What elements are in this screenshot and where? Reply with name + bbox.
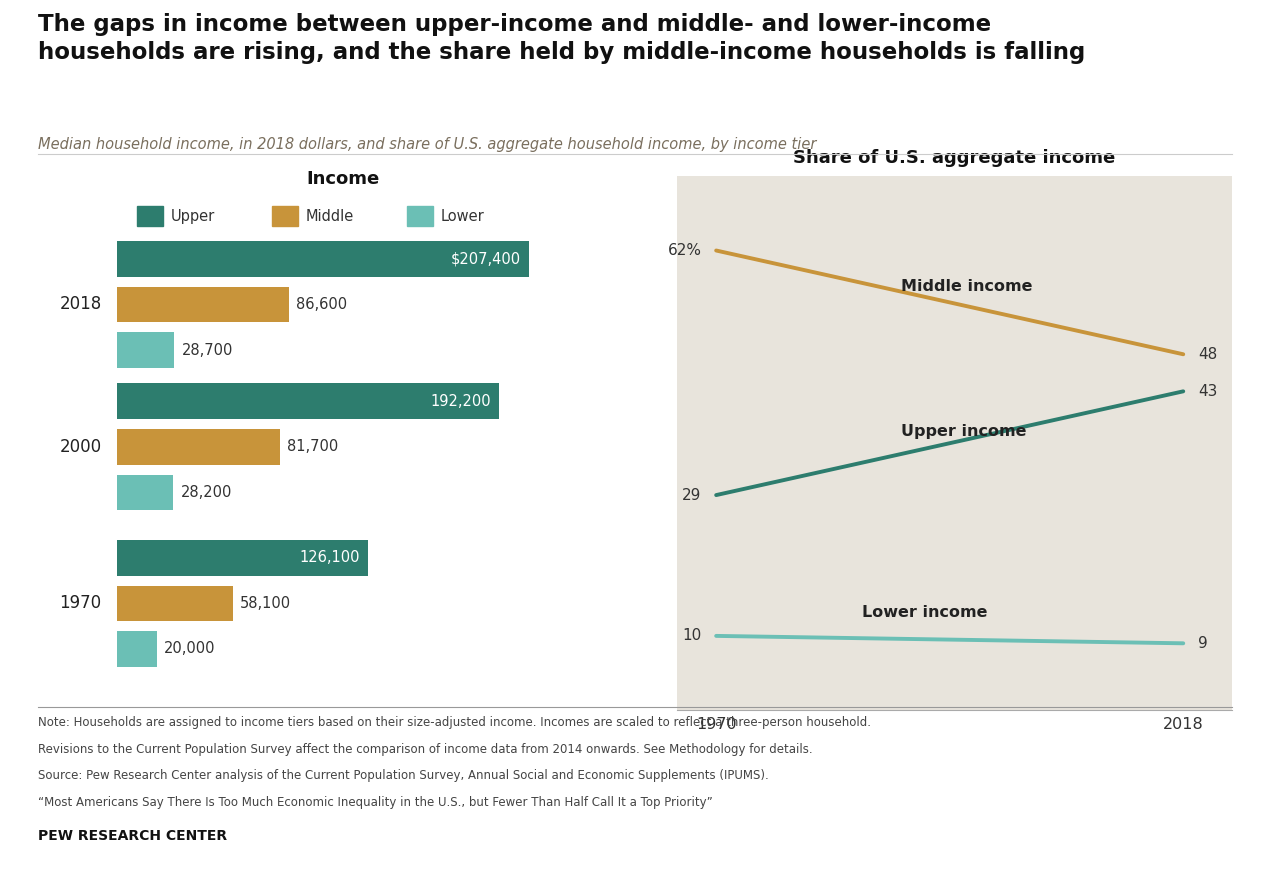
Bar xyxy=(118,586,232,621)
Text: 81,700: 81,700 xyxy=(287,439,338,454)
Bar xyxy=(118,540,368,576)
Text: 20,000: 20,000 xyxy=(164,641,216,656)
Text: “Most Americans Say There Is Too Much Economic Inequality in the U.S., but Fewer: “Most Americans Say There Is Too Much Ec… xyxy=(38,796,712,809)
Text: 86,600: 86,600 xyxy=(296,297,348,312)
Text: PEW RESEARCH CENTER: PEW RESEARCH CENTER xyxy=(38,829,227,843)
Text: Middle income: Middle income xyxy=(900,280,1033,295)
Text: Revisions to the Current Population Survey affect the comparison of income data : Revisions to the Current Population Surv… xyxy=(38,743,813,756)
FancyBboxPatch shape xyxy=(137,206,163,226)
Text: 28,200: 28,200 xyxy=(180,485,231,500)
Text: 10: 10 xyxy=(682,628,701,643)
Text: 2000: 2000 xyxy=(60,437,102,456)
Bar xyxy=(118,287,290,322)
Bar xyxy=(118,241,530,277)
Bar xyxy=(118,631,157,667)
Bar xyxy=(118,384,499,419)
Text: Source: Pew Research Center analysis of the Current Population Survey, Annual So: Source: Pew Research Center analysis of … xyxy=(38,769,768,782)
Text: Middle: Middle xyxy=(306,209,354,224)
Text: 43: 43 xyxy=(1198,384,1217,399)
Title: Share of U.S. aggregate income: Share of U.S. aggregate income xyxy=(794,148,1116,167)
Text: 58,100: 58,100 xyxy=(240,595,291,611)
Text: The gaps in income between upper-income and middle- and lower-income
households : The gaps in income between upper-income … xyxy=(38,13,1086,64)
Text: 2018: 2018 xyxy=(60,295,102,313)
Text: Median household income, in 2018 dollars, and share of U.S. aggregate household : Median household income, in 2018 dollars… xyxy=(38,137,817,152)
Bar xyxy=(118,429,279,465)
Text: 192,200: 192,200 xyxy=(431,393,491,408)
FancyBboxPatch shape xyxy=(272,206,298,226)
Text: 126,100: 126,100 xyxy=(300,550,359,565)
Text: Income: Income xyxy=(306,169,380,188)
Text: 9: 9 xyxy=(1198,636,1208,651)
Bar xyxy=(118,475,174,510)
Text: Note: Households are assigned to income tiers based on their size-adjusted incom: Note: Households are assigned to income … xyxy=(38,716,871,729)
Bar xyxy=(118,333,174,368)
Text: 62%: 62% xyxy=(668,243,701,258)
Text: 29: 29 xyxy=(682,488,701,503)
Text: Upper: Upper xyxy=(171,209,216,224)
Text: 28,700: 28,700 xyxy=(182,342,232,357)
FancyBboxPatch shape xyxy=(408,206,433,226)
Text: 1970: 1970 xyxy=(60,594,102,612)
Text: Upper income: Upper income xyxy=(900,423,1026,438)
Text: 48: 48 xyxy=(1198,347,1217,362)
Text: Lower income: Lower income xyxy=(862,605,988,620)
Text: $207,400: $207,400 xyxy=(451,251,521,266)
Text: Lower: Lower xyxy=(441,209,485,224)
